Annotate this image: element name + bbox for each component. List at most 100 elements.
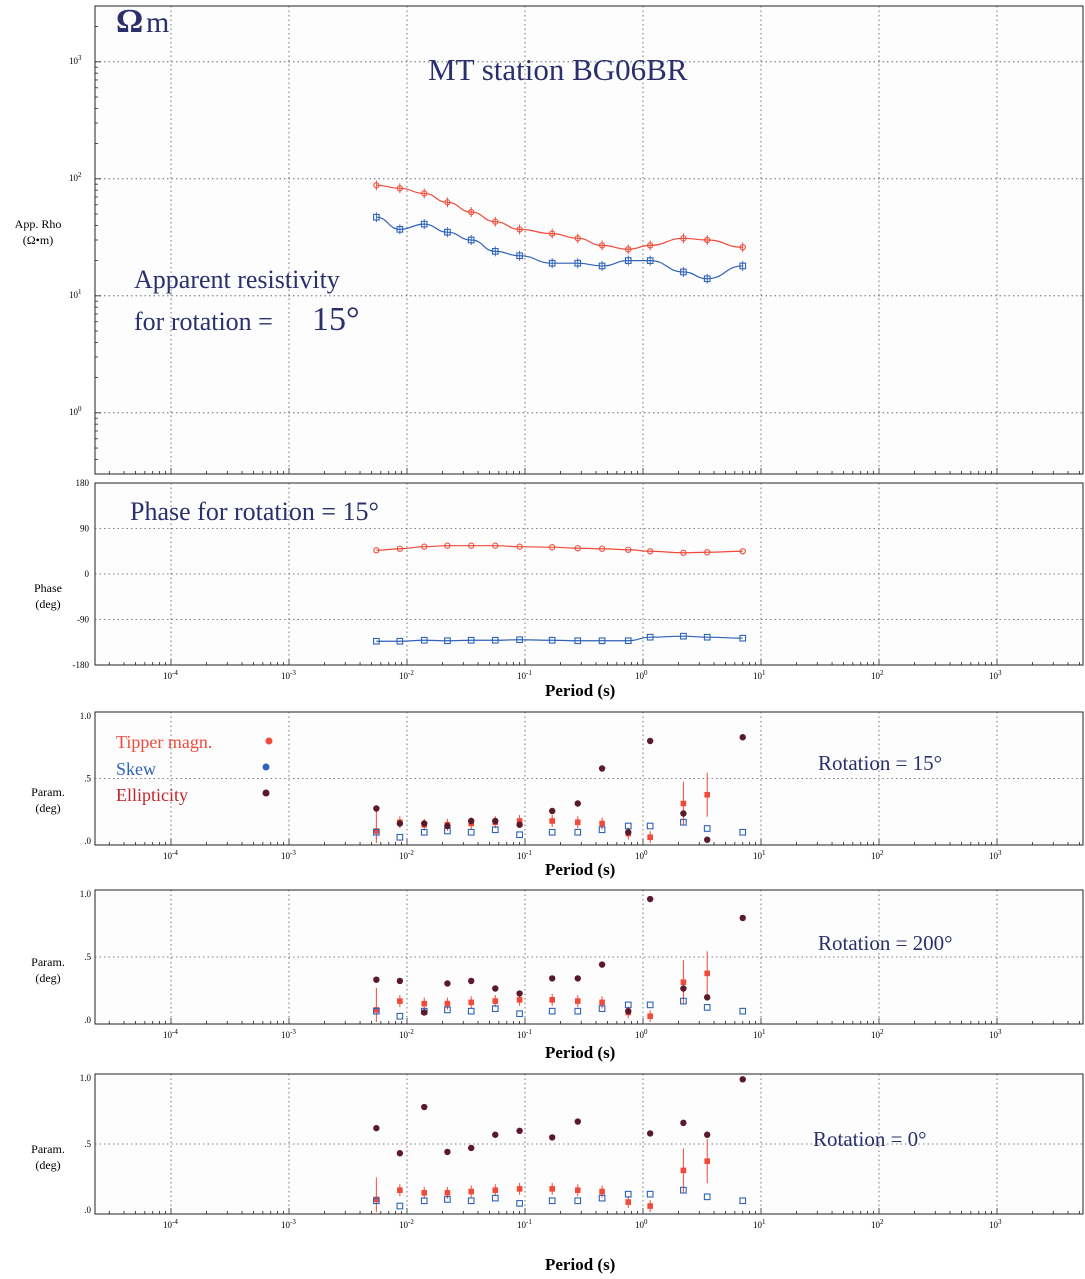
p15-x-tick-label: 102 — [871, 849, 884, 861]
p0-tipper-point — [704, 1158, 710, 1164]
rho-yx-point — [598, 262, 606, 270]
rho-annotation-line1: Apparent resistivity — [134, 265, 340, 294]
p200-x-tick-exp: 0 — [644, 1028, 648, 1036]
phase-x-tick-exp: -2 — [408, 669, 414, 677]
p200-ellipticity-point — [704, 994, 711, 1001]
p200-skew-point — [598, 1005, 606, 1013]
p15-tipper-point — [549, 818, 555, 824]
p200-x-tick-label: 10-4 — [163, 1028, 178, 1040]
p200-ellipticity-point — [598, 961, 606, 968]
p15-x-tick-label: 103 — [989, 849, 1002, 861]
p0-tipper-point — [397, 1187, 403, 1193]
p200-x-tick-label: 102 — [871, 1028, 884, 1040]
rho-yx-point — [548, 259, 556, 267]
rho-yx-point — [491, 247, 499, 255]
params-rotation-15-panel: 10-4 10-3 10-2 10-1 100 101 102 103.0.51.0 — [80, 711, 1084, 861]
phase-xy-point — [468, 542, 475, 549]
p15-x-tick-exp: 0 — [644, 849, 648, 857]
p200-x-tick-exp: -4 — [172, 1028, 178, 1036]
p0-x-tick-label: 10-4 — [163, 1218, 178, 1230]
p15-ellipticity-point — [680, 810, 687, 817]
p15-x-tick-exp: 2 — [880, 849, 884, 857]
phase-xy-point — [549, 544, 556, 551]
p15-ellipticity-point — [516, 821, 523, 828]
p0-annotation: Rotation = 0° — [813, 1127, 927, 1151]
phase-yx-point — [598, 637, 606, 645]
p15-tipper-point — [680, 800, 687, 807]
phase-yx-point — [491, 636, 499, 644]
p200-skew-point — [444, 1006, 451, 1014]
p0-skew-point — [444, 1196, 451, 1203]
p0-x-tick-exp: 1 — [762, 1218, 766, 1226]
p200-ellipticity-point — [646, 895, 654, 903]
legend-tipper-label: Tipper magn. — [116, 732, 212, 752]
phase-ylabel: Phase — [34, 581, 62, 595]
p200-ellipticity-point — [468, 977, 475, 985]
p0-x-tick-label: 102 — [871, 1218, 884, 1230]
p200-skew-point — [680, 997, 687, 1005]
phase-x-tick-exp: 0 — [644, 669, 648, 677]
rho-xy-point — [492, 218, 499, 225]
phase-y-tick-label: -180 — [73, 660, 90, 670]
p200-skew-point — [516, 1010, 523, 1018]
p0-tipper-point — [680, 1167, 687, 1174]
p15-skew-point — [680, 818, 687, 826]
rho-y-tick-exp: 1 — [78, 288, 82, 296]
phase-y-tick-label: 0 — [85, 569, 90, 579]
phase-panel: 10-4 10-3 10-2 10-1 100 101 102 103-180-9009018… — [73, 478, 1084, 681]
phase-x-tick-label: 10-2 — [399, 669, 414, 681]
rho-yx-point — [646, 257, 654, 264]
p200-ellipticity-point — [625, 1007, 632, 1015]
rho-y-tick-exp: 3 — [78, 54, 82, 62]
p200-ylabel-unit: (deg) — [35, 971, 60, 985]
phase-x-tick-exp: 1 — [762, 669, 766, 677]
p200-x-tick-exp: 2 — [880, 1028, 884, 1036]
p0-skew-point — [574, 1197, 582, 1205]
p15-skew-point — [516, 831, 523, 839]
phase-xy-point — [598, 545, 606, 552]
rho-y-tick-exp: 0 — [78, 405, 82, 413]
p0-ellipticity-point — [373, 1124, 380, 1132]
p0-ylabel: Param. — [31, 1142, 65, 1156]
phase-xy-point — [421, 543, 428, 550]
phase-x-tick-exp: 3 — [998, 669, 1002, 677]
p0-skew-point — [516, 1200, 523, 1207]
p15-ellipticity-point — [396, 820, 404, 827]
p200-tipper-point — [397, 998, 403, 1004]
rho-yx-point — [574, 259, 582, 267]
p0-ellipticity-point — [444, 1148, 451, 1156]
p0-x-tick-exp: -2 — [408, 1218, 414, 1226]
p15-ellipticity-point — [625, 829, 632, 836]
phase-yx-point — [574, 637, 582, 645]
p15-tipper-point — [574, 819, 581, 826]
rho-annotation-value: 15° — [312, 301, 360, 338]
rho-y-tick-label: 101 — [69, 288, 82, 300]
p15-x-tick-label: 10-3 — [281, 849, 296, 861]
p200-skew-point — [491, 1005, 499, 1013]
p0-skew-point — [420, 1197, 428, 1205]
p15-ellipticity-point — [598, 765, 606, 772]
p0-ellipticity-point — [492, 1131, 499, 1138]
p0-skew-point — [491, 1194, 499, 1202]
p200-ellipticity-point — [373, 976, 380, 983]
p15-skew-point — [703, 825, 711, 832]
phase-x-tick-exp: -4 — [172, 669, 178, 677]
rho-yx-point — [624, 257, 632, 264]
p200-x-tick-label: 100 — [635, 1028, 648, 1040]
p0-x-tick-exp: -4 — [172, 1218, 178, 1226]
legend-ellipticity-label: Ellipticity — [116, 785, 188, 805]
p200-ellipticity-point — [739, 914, 746, 922]
p200-ellipticity-point — [396, 977, 404, 985]
p0-x-tick-label: 10-3 — [281, 1218, 296, 1230]
phase-yx-point — [444, 637, 451, 645]
p200-tipper-point — [373, 1007, 380, 1013]
p15-ellipticity-point — [444, 822, 451, 830]
station-title: MT station BG06BR — [428, 52, 688, 87]
p0-tipper-point — [373, 1196, 380, 1203]
p15-ellipticity-point — [548, 807, 556, 815]
phase-xy-point — [396, 545, 404, 552]
p200-ellipticity-point — [548, 975, 556, 982]
p200-x-tick-exp: 1 — [762, 1028, 766, 1036]
p0-ellipticity-point — [468, 1144, 475, 1152]
p15-x-tick-label: 10-1 — [517, 849, 532, 861]
